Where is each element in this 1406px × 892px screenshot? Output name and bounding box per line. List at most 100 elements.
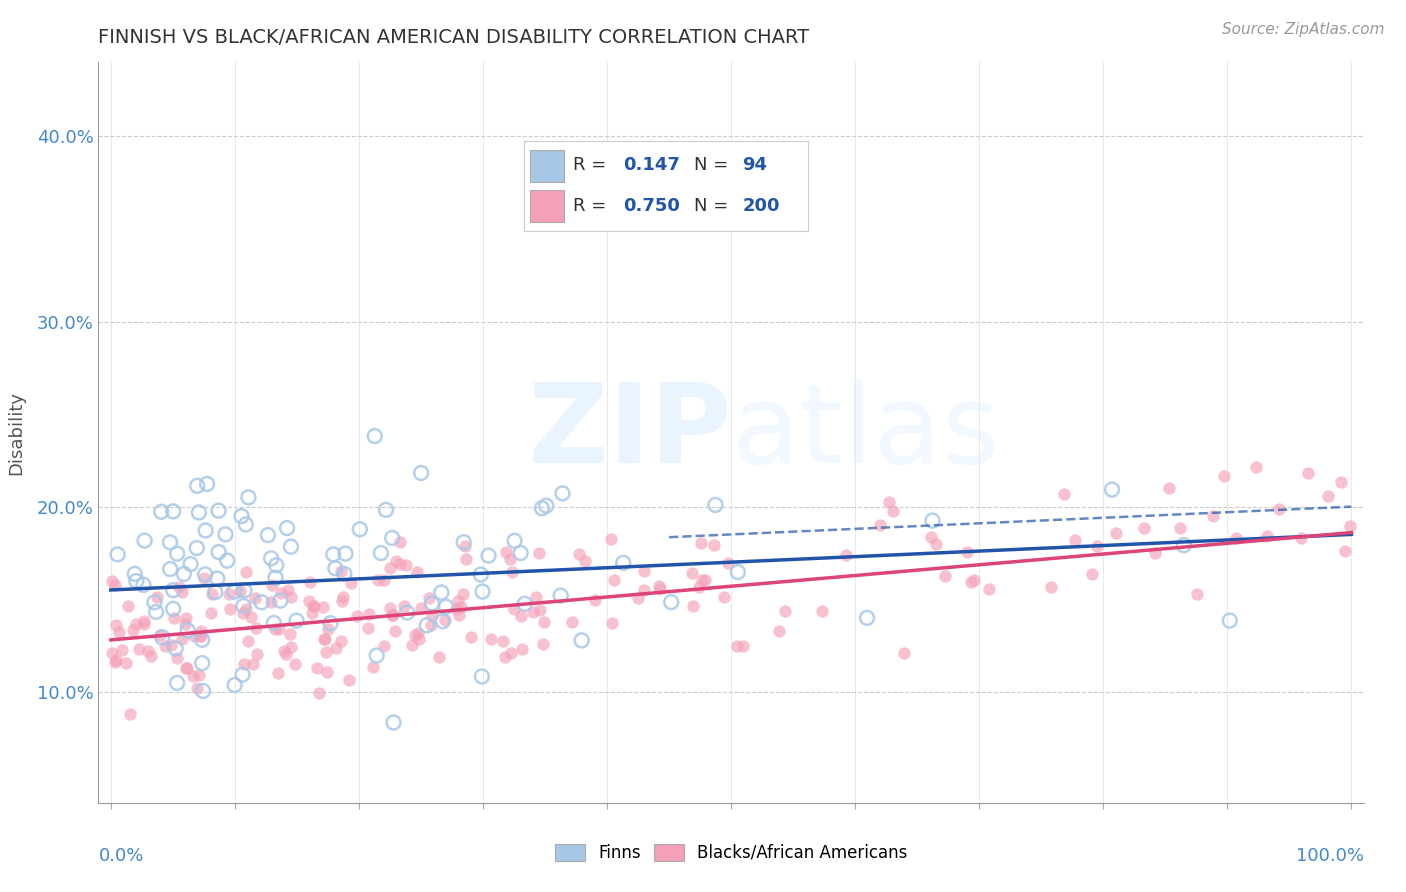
Point xyxy=(633,582,655,597)
Point xyxy=(1168,521,1191,535)
Text: N =: N = xyxy=(695,156,728,175)
Point xyxy=(1063,533,1085,547)
Point xyxy=(165,641,187,656)
Point xyxy=(1187,587,1209,601)
Point xyxy=(217,554,239,568)
Point xyxy=(454,552,477,566)
Point xyxy=(349,522,371,536)
Point xyxy=(434,599,457,614)
Point xyxy=(408,632,430,647)
Point xyxy=(233,583,256,598)
Point xyxy=(232,667,254,681)
Text: 100.0%: 100.0% xyxy=(1296,847,1364,865)
Text: 0.750: 0.750 xyxy=(624,196,681,215)
Point xyxy=(339,576,361,591)
Point xyxy=(195,477,218,491)
Point xyxy=(501,646,523,660)
Text: Source: ZipAtlas.com: Source: ZipAtlas.com xyxy=(1222,22,1385,37)
Point xyxy=(444,601,467,615)
Point xyxy=(418,591,440,606)
Point xyxy=(260,595,283,609)
Point xyxy=(167,580,190,594)
Point xyxy=(145,605,167,619)
Point xyxy=(920,530,942,544)
Point xyxy=(186,541,208,555)
Point xyxy=(207,572,229,586)
Point xyxy=(648,579,671,593)
Point xyxy=(713,590,735,604)
Point xyxy=(375,503,398,517)
Point xyxy=(333,566,356,581)
Point xyxy=(447,594,470,608)
Point xyxy=(512,641,534,656)
Point xyxy=(450,599,472,614)
Point xyxy=(176,624,198,638)
Point xyxy=(266,558,288,573)
Point xyxy=(166,676,188,690)
Point xyxy=(245,621,267,635)
Point xyxy=(176,611,198,625)
Point xyxy=(893,646,915,660)
Point xyxy=(186,681,208,695)
Point xyxy=(132,578,155,592)
Point xyxy=(420,597,443,611)
Point xyxy=(574,554,596,568)
Point xyxy=(882,504,904,518)
Point xyxy=(524,591,547,605)
Point xyxy=(278,627,301,641)
Point xyxy=(454,539,477,553)
Point xyxy=(956,545,979,559)
Point xyxy=(960,575,983,590)
Point xyxy=(191,684,214,698)
Point xyxy=(332,591,354,605)
Point xyxy=(530,501,553,516)
Point xyxy=(302,599,325,613)
Point xyxy=(370,546,392,560)
Point xyxy=(246,647,269,661)
Point xyxy=(568,547,591,561)
Point xyxy=(242,657,264,671)
Point xyxy=(181,669,204,683)
Point xyxy=(308,686,330,700)
Point xyxy=(449,608,471,623)
Point xyxy=(235,517,257,532)
Point xyxy=(533,615,555,630)
Point xyxy=(1213,468,1236,483)
Point xyxy=(1219,614,1241,628)
Point xyxy=(150,630,173,644)
Point xyxy=(1330,475,1353,489)
Point xyxy=(146,590,169,604)
Point xyxy=(681,566,703,580)
Point xyxy=(499,551,522,566)
Point xyxy=(773,604,796,618)
Point xyxy=(834,548,856,562)
Point xyxy=(550,589,572,603)
Point xyxy=(104,618,127,632)
Point xyxy=(218,586,240,600)
Point xyxy=(561,615,583,629)
Point xyxy=(510,609,533,624)
Point xyxy=(503,533,526,548)
Point xyxy=(118,707,141,722)
Point xyxy=(155,639,177,653)
Point xyxy=(1173,538,1195,552)
Point xyxy=(194,524,217,538)
Point xyxy=(522,605,544,619)
Point xyxy=(877,494,900,508)
Point xyxy=(166,547,188,561)
Point xyxy=(361,660,384,674)
Point xyxy=(262,578,284,592)
Point xyxy=(509,546,531,560)
Point xyxy=(325,561,347,575)
Point xyxy=(200,587,222,601)
Point xyxy=(329,634,352,648)
Text: 0.0%: 0.0% xyxy=(98,847,143,865)
Point xyxy=(602,573,624,587)
Point xyxy=(316,622,339,636)
Point xyxy=(388,534,411,549)
Point xyxy=(104,653,127,667)
Point xyxy=(173,566,195,581)
Point xyxy=(934,569,956,583)
Point xyxy=(187,505,209,519)
Point xyxy=(416,618,439,632)
